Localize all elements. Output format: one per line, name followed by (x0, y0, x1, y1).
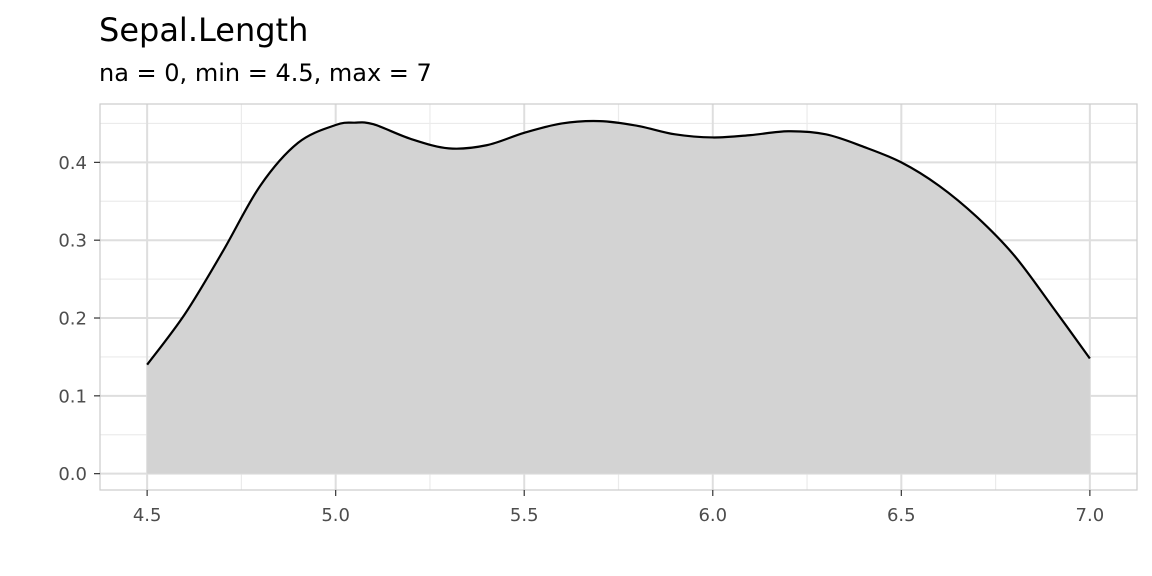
x-axis: 4.5 5.0 5.5 6.0 6.5 7.0 (133, 490, 1104, 526)
y-tick-label: 0.2 (58, 309, 87, 330)
density-line (146, 119, 1091, 366)
y-tick-label: 0.0 (58, 464, 87, 485)
density-area (147, 121, 1090, 474)
y-tick-label: 0.1 (58, 386, 87, 407)
y-tick-label: 0.4 (58, 153, 87, 174)
panel-border (99, 103, 1138, 491)
x-tick-label: 6.0 (698, 505, 727, 526)
x-tick-label: 6.5 (887, 505, 916, 526)
y-axis: 0.0 0.1 0.2 0.3 0.4 (58, 153, 100, 485)
y-tick-label: 0.3 (58, 231, 87, 252)
x-tick-label: 4.5 (133, 505, 162, 526)
x-tick-label: 5.0 (321, 505, 350, 526)
chart-title: Sepal.Length (99, 11, 308, 49)
x-tick-label: 5.5 (510, 505, 539, 526)
x-tick-label: 7.0 (1076, 505, 1105, 526)
chart-subtitle: na = 0, min = 4.5, max = 7 (99, 59, 432, 87)
